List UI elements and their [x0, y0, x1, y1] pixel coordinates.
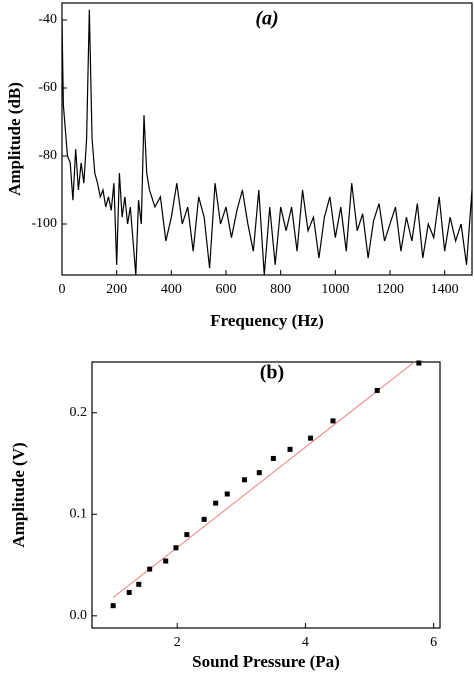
data-point: [163, 558, 169, 564]
x-axis-label: Frequency (Hz): [210, 311, 323, 330]
plot-frame: [91, 361, 441, 629]
x-tick-label: 600: [216, 282, 237, 297]
data-point: [126, 589, 132, 595]
x-tick-label: 1400: [431, 282, 459, 297]
data-point: [330, 418, 336, 424]
data-point: [242, 477, 248, 483]
data-point: [374, 387, 380, 393]
chart-title: (b): [260, 362, 284, 384]
data-point: [256, 470, 262, 476]
data-point: [147, 566, 153, 572]
data-point: [270, 455, 276, 461]
x-tick-label: 6: [430, 635, 437, 650]
plot-frame: [61, 2, 473, 276]
spectrum-line: [62, 9, 472, 275]
x-tick-label: 800: [270, 282, 291, 297]
y-tick-label: 0.2: [70, 405, 88, 420]
x-tick-label: 200: [106, 282, 127, 297]
data-point: [201, 516, 207, 522]
y-axis-label: Amplitude (V): [9, 442, 28, 547]
x-tick-label: 1000: [321, 282, 349, 297]
y-tick-label: -60: [38, 80, 57, 95]
data-point: [110, 603, 116, 609]
x-tick-label: 4: [302, 635, 309, 650]
x-axis-label: Sound Pressure (Pa): [192, 652, 340, 671]
y-axis-label: Amplitude (dB): [5, 82, 24, 196]
y-tick-label: 0.0: [70, 608, 88, 623]
y-tick-label: -100: [31, 216, 57, 231]
chart-title: (a): [255, 8, 278, 30]
x-tick-label: 2: [174, 635, 181, 650]
y-tick-label: 0.1: [70, 507, 88, 522]
fit-line: [112, 361, 415, 598]
data-point: [173, 545, 179, 551]
x-tick-label: 1200: [376, 282, 404, 297]
data-point: [136, 581, 142, 587]
data-point: [287, 446, 293, 452]
data-point: [213, 500, 219, 506]
data-point: [308, 435, 314, 441]
y-tick-label: -80: [38, 148, 57, 163]
y-tick-label: -40: [38, 12, 57, 27]
data-point: [416, 360, 422, 366]
x-tick-label: 400: [161, 282, 182, 297]
x-tick-label: 0: [59, 282, 66, 297]
data-point: [184, 532, 190, 538]
data-point: [224, 491, 230, 497]
